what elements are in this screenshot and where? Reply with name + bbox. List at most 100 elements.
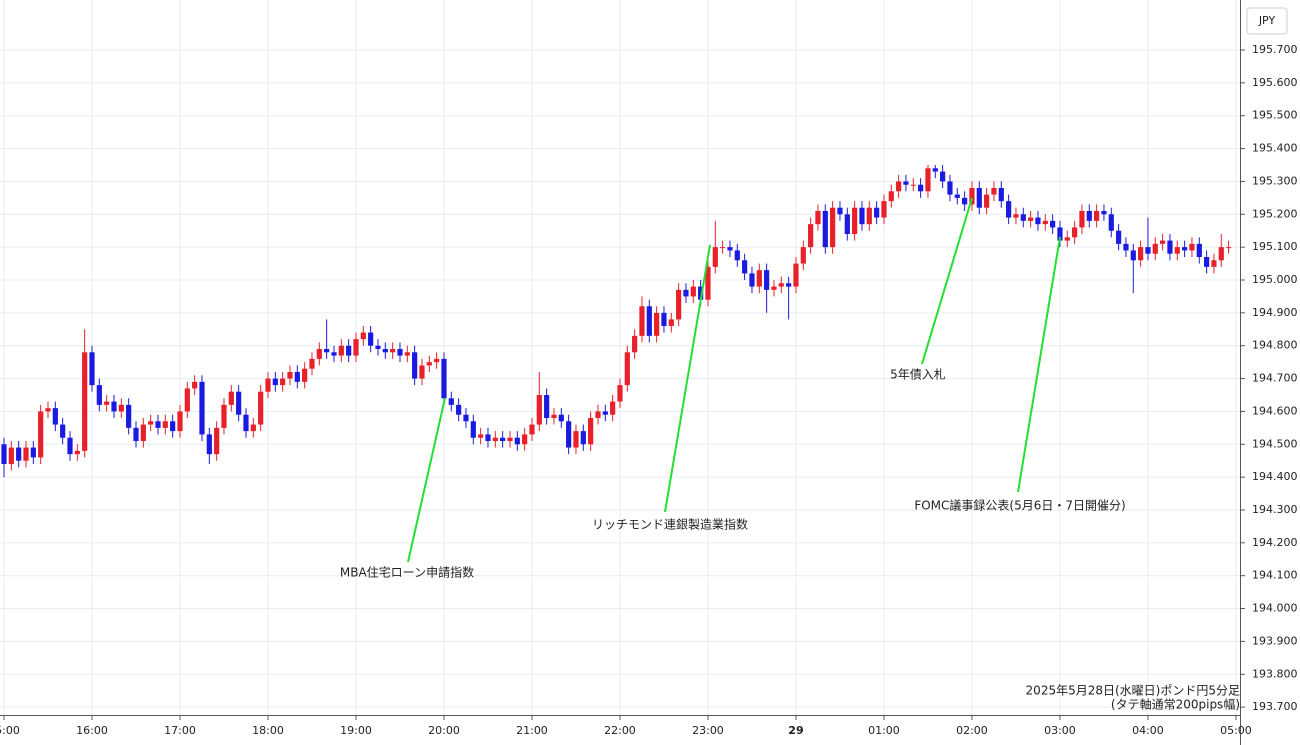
candle-body (588, 417, 594, 445)
candle-body (786, 283, 792, 287)
candle-body (177, 411, 183, 432)
candle-body (918, 184, 924, 192)
candle-body (170, 421, 176, 432)
candle-body (580, 431, 586, 445)
candle-body (133, 427, 139, 441)
annotation-arrow (1017, 236, 1061, 493)
candle-body (544, 394, 550, 418)
candle-body (1072, 227, 1078, 238)
y-tick-label: 195.000 (1252, 273, 1298, 286)
candle-body (756, 270, 762, 287)
y-tick-label: 194.600 (1252, 404, 1298, 417)
candle-body (148, 421, 154, 425)
candle-body (67, 437, 73, 455)
candle-body (1196, 243, 1202, 257)
y-tick-label: 193.700 (1252, 700, 1298, 713)
candle-body (800, 247, 806, 264)
candle-body (199, 381, 205, 435)
annotation: リッチモンド連銀製造業指数 (592, 517, 748, 532)
candle-body (866, 207, 872, 225)
candle-body (529, 424, 535, 435)
candle-body (595, 411, 601, 418)
candle-body (397, 348, 403, 356)
candle-body (434, 358, 440, 363)
x-tick-label: 02:00 (956, 724, 988, 737)
candle-body (104, 401, 110, 405)
candle-body (346, 345, 352, 356)
candle-body (727, 247, 733, 251)
y-tick-label: 194.900 (1252, 306, 1298, 319)
y-tick-label: 194.100 (1252, 569, 1298, 582)
candle-body (932, 168, 938, 172)
candle-body (1218, 247, 1224, 261)
candle-body (382, 348, 388, 353)
candle-body (551, 414, 557, 418)
candle-body (118, 404, 124, 412)
annotation: MBA住宅ローン申請指数 (340, 565, 474, 580)
candle-body (23, 447, 29, 461)
candle-body (111, 401, 117, 412)
candle-body (500, 437, 506, 441)
candle-body (1006, 201, 1012, 218)
candle-body (1182, 247, 1188, 251)
candle-body (617, 385, 623, 402)
candle-body (324, 348, 330, 353)
candle-body (360, 332, 366, 340)
candle-body (507, 437, 513, 441)
candle-body (404, 352, 410, 356)
candle-body (1050, 220, 1056, 228)
candle-body (184, 388, 190, 412)
candle-body (353, 339, 359, 356)
candle-body (1028, 217, 1034, 221)
candle-body (192, 381, 198, 389)
candle-body (522, 434, 528, 445)
candle-body (654, 312, 660, 336)
candle-body (206, 434, 212, 455)
y-tick-label: 195.200 (1252, 207, 1298, 220)
candle-body (808, 224, 814, 248)
candle-body (1189, 243, 1195, 251)
candle-body (859, 207, 865, 225)
candle-body (954, 194, 960, 198)
candle-body (712, 247, 718, 267)
candle-body (331, 352, 337, 356)
candle-body (676, 289, 682, 320)
candle-body (390, 348, 396, 353)
candle-body (1123, 243, 1129, 251)
candle-body (45, 408, 51, 412)
x-tick-label: 03:00 (1044, 724, 1076, 737)
candle-body (1079, 211, 1085, 228)
y-tick-label: 195.500 (1252, 109, 1298, 122)
annotation: 5年債入札 (890, 367, 946, 382)
candle-body (925, 168, 931, 192)
candle-body (822, 211, 828, 248)
candle-body (632, 335, 638, 353)
candle-body (969, 188, 975, 205)
candle-body (1211, 260, 1217, 267)
candle-body (661, 312, 667, 326)
candle-body (38, 411, 44, 458)
candle-body (610, 401, 616, 415)
candle-body (624, 352, 630, 386)
x-tick-label: 17:00 (164, 724, 196, 737)
y-tick-label: 195.300 (1252, 174, 1298, 187)
y-tick-label: 194.200 (1252, 536, 1298, 549)
y-tick-label: 193.900 (1252, 634, 1298, 647)
y-tick-label: 195.100 (1252, 240, 1298, 253)
candle-body (485, 434, 491, 441)
candle-body (338, 345, 344, 356)
candle-body (126, 404, 132, 428)
candle-body (162, 421, 168, 428)
candle-body (89, 352, 95, 386)
x-tick-label: 20:00 (428, 724, 460, 737)
candle-body (558, 414, 564, 422)
y-tick-label: 194.500 (1252, 437, 1298, 450)
candle-body (690, 286, 696, 297)
candle-body (976, 188, 982, 208)
y-tick-label: 194.800 (1252, 339, 1298, 352)
candle-body (888, 191, 894, 202)
candle-body (1130, 250, 1136, 261)
x-tick-label: 19:00 (340, 724, 372, 737)
candle-body (309, 358, 315, 369)
candle-body (749, 273, 755, 287)
